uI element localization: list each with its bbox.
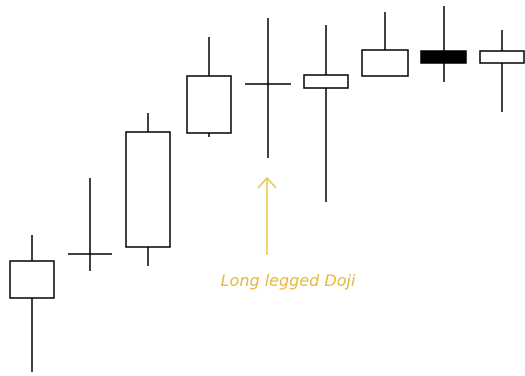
candle (9, 235, 55, 372)
candle (125, 113, 171, 266)
candle (68, 178, 112, 271)
candle (186, 37, 232, 137)
candle (245, 18, 291, 158)
annotation: Long legged Doji (221, 271, 356, 290)
candle (361, 12, 409, 77)
arrow (257, 176, 277, 255)
candle (420, 6, 467, 82)
candle (479, 30, 525, 112)
candle (303, 25, 349, 202)
